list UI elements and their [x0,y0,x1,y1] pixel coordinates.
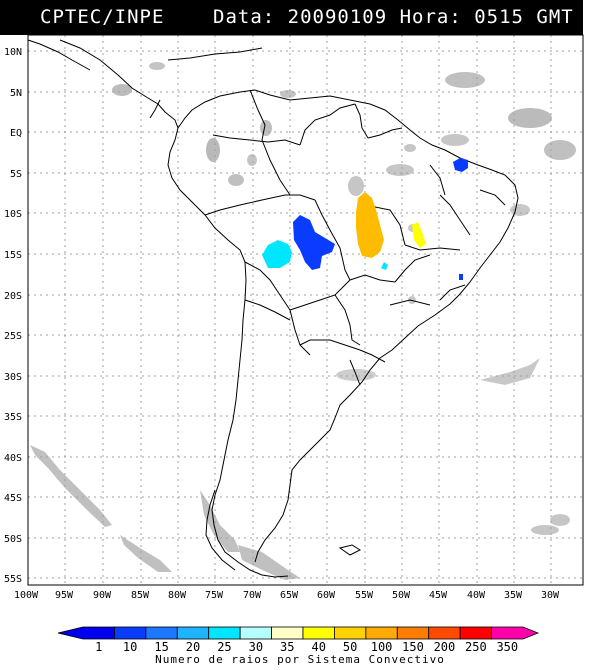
sistema-mato-grosso [356,192,384,258]
legend-value-label: 50 [343,640,357,654]
lat-label: 50S [4,534,22,545]
legend-value-label: 350 [496,640,518,654]
lon-label: 100W [14,590,39,601]
legend-swatch [334,626,367,640]
latitude-labels: 10N 5N EQ 5S 10S 15S 20S 25S 30S 35S 40S… [4,47,22,585]
source-label: CPTEC/INPE [40,6,165,28]
lat-label: 30S [4,372,22,383]
lon-label: 35W [504,590,523,601]
legend-value-labels: 1 10 15 20 25 30 35 40 50 100 150 200 250 350 [95,640,518,654]
legend-swatch [428,626,461,640]
legend-swatch [176,626,210,640]
lat-label: 40S [4,453,22,464]
lon-label: 55W [355,590,374,601]
sistema-rondonia [293,215,335,270]
map-background [28,35,583,585]
map-frame-border [27,34,584,586]
lat-label: 15S [4,250,22,261]
sistema-nordeste [453,158,468,172]
lon-label: 80W [168,590,187,601]
legend-value-label: 1 [95,640,102,654]
sistema-bolivia [262,240,292,268]
lat-label: EQ [10,128,22,139]
legend-colorbar [57,626,540,640]
lon-label: 75W [205,590,224,601]
lat-label: 5S [10,169,22,180]
lat-label: 10N [4,47,22,58]
legend-value-label: 10 [123,640,137,654]
lat-label: 45S [4,493,22,504]
lon-label: 70W [243,590,262,601]
lon-label: 95W [55,590,74,601]
lat-label: 10S [4,209,22,220]
legend-value-label: 250 [465,640,487,654]
convective-systems [262,158,468,280]
lon-label: 30W [541,590,560,601]
legend-value-label: 200 [434,640,456,654]
legend-swatch [491,626,540,640]
lat-label: 35S [4,412,22,423]
coastlines [27,39,519,578]
legend-value-label: 25 [217,640,231,654]
legend-value-label: 20 [186,640,200,654]
lon-label: 45W [429,590,448,601]
legend-swatch [302,626,335,640]
legend-swatch [114,626,147,640]
lon-label: 85W [131,590,150,601]
lon-label: 90W [93,590,112,601]
legend-swatch [271,626,304,640]
lon-label: 65W [280,590,299,601]
lon-label: 60W [317,590,336,601]
lon-label: 50W [392,590,411,601]
longitude-labels: 100W 95W 90W 85W 80W 75W 70W 65W 60W 55W… [14,590,560,601]
legend-swatch [365,626,398,640]
legend-swatch [459,626,492,640]
legend-value-label: 35 [280,640,294,654]
lat-label: 20S [4,291,22,302]
legend-swatch [208,626,241,640]
legend-title: Numero de raios por Sistema Convectivo [155,653,445,666]
legend-value-label: 15 [154,640,168,654]
legend-value-label: 40 [311,640,325,654]
legend-swatch [145,626,178,640]
lon-label: 40W [467,590,486,601]
sistema-tocantins [412,222,426,248]
legend-value-label: 150 [402,640,424,654]
legend-swatch [239,626,272,640]
title-bar: CPTEC/INPE Data: 20090109 Hora: 0515 GMT [0,0,583,35]
lat-label: 25S [4,331,22,342]
datetime-label: Data: 20090109 Hora: 0515 GMT [213,6,574,28]
legend-value-label: 100 [371,640,393,654]
legend-swatch [57,626,115,640]
legend-swatch [396,626,430,640]
lat-label: 55S [4,574,22,585]
legend-value-label: 30 [249,640,263,654]
lat-label: 5N [10,88,22,99]
cloud-cover [30,62,576,580]
